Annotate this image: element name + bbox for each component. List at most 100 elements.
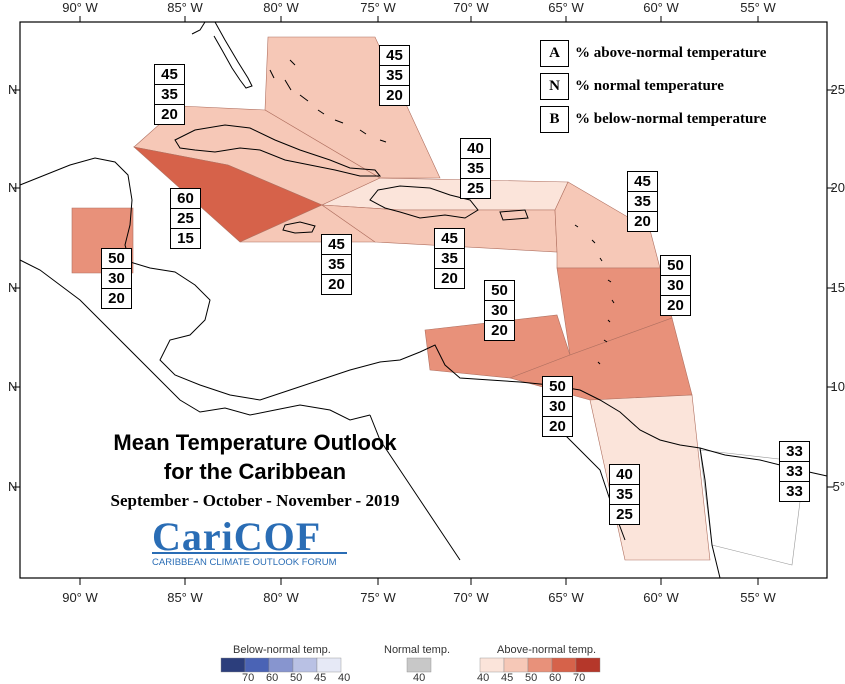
prob-box-leeward: 45 35 20 [627, 171, 658, 232]
prob-above: 45 [441, 230, 458, 247]
lat-label-left: N [8, 280, 17, 295]
prob-above: 40 [616, 466, 633, 483]
prob-above: 45 [634, 173, 651, 190]
colorbar-above-tick: 50 [525, 672, 538, 684]
lon-label-top: 55° W [740, 0, 776, 15]
key-letter-box: N [540, 73, 569, 100]
lon-label-top: 90° W [62, 0, 98, 15]
lat-label-right: 5° [833, 479, 845, 494]
prob-normal: 35 [155, 84, 184, 104]
lon-label-bottom: 60° W [643, 590, 679, 605]
category-key: A % above-normal temperature N % normal … [540, 40, 766, 139]
colorbar-below-label: Below-normal temp. [233, 644, 331, 656]
prob-below: 20 [661, 295, 690, 315]
colorbar-above-swatch [503, 657, 529, 673]
hispaniola-coast [369, 185, 479, 219]
prob-above: 45 [328, 236, 345, 253]
prob-box-cuba: 45 35 20 [154, 64, 185, 125]
prob-normal: 33 [780, 461, 809, 481]
prob-below: 20 [155, 104, 184, 124]
lon-label-top: 85° W [167, 0, 203, 15]
colorbar [220, 657, 601, 673]
prob-below: 20 [380, 85, 409, 105]
prob-above: 60 [177, 190, 194, 207]
prob-above: 40 [467, 140, 484, 157]
colorbar-normal-label: Normal temp. [384, 644, 451, 656]
prob-below: 20 [102, 288, 131, 308]
lon-label-bottom: 85° W [167, 590, 203, 605]
colorbar-below-tick: 45 [314, 672, 327, 684]
caricof-logo-subtext: CARIBBEAN CLIMATE OUTLOOK FORUM [152, 557, 337, 568]
pacific-coast [19, 259, 371, 421]
colorbar-below-swatch [316, 657, 342, 673]
key-letter-box: B [540, 106, 569, 133]
map-title: Mean Temperature Outlook for the Caribbe… [65, 428, 445, 486]
caricof-logo: CariCOF [152, 514, 322, 559]
lon-label-bottom: 70° W [453, 590, 489, 605]
prob-below: 20 [485, 320, 514, 340]
prob-box-hispaniola-north: 40 35 25 [460, 138, 491, 199]
prob-below: 20 [322, 274, 351, 294]
colorbar-above-swatch [551, 657, 577, 673]
lat-label-left: N [8, 479, 17, 494]
lat-label-left: N [8, 379, 17, 394]
prob-below: 33 [780, 481, 809, 501]
colorbar-above-swatch [479, 657, 505, 673]
lat-label-left: N [8, 180, 17, 195]
prob-below: 20 [628, 211, 657, 231]
lon-label-bottom: 80° W [263, 590, 299, 605]
colorbar-normal-swatch [406, 657, 432, 673]
prob-box-jamaica: 45 35 20 [321, 234, 352, 295]
key-row-above: A % above-normal temperature [540, 40, 766, 67]
title-line-2: for the Caribbean [163, 459, 347, 484]
map-period: September - October - November - 2019 [110, 491, 400, 510]
colorbar-below-swatch [220, 657, 246, 673]
colorbar-below-swatch [244, 657, 270, 673]
prob-box-cayman: 60 25 15 [170, 188, 201, 249]
prob-above: 50 [667, 257, 684, 274]
lon-label-top: 75° W [360, 0, 396, 15]
lon-label-bottom: 75° W [360, 590, 396, 605]
key-row-below: B % below-normal temperature [540, 106, 766, 133]
lat-label-right: 20 [831, 180, 845, 195]
colorbar-below-tick: 60 [266, 672, 279, 684]
key-text: % above-normal temperature [575, 45, 767, 61]
prob-box-hispaniola-south: 45 35 20 [434, 228, 465, 289]
prob-below: 25 [610, 504, 639, 524]
colorbar-above-swatch [575, 657, 601, 673]
prob-below: 15 [171, 228, 200, 248]
prob-normal: 35 [461, 158, 490, 178]
lon-label-bottom: 90° W [62, 590, 98, 605]
prob-above: 45 [386, 47, 403, 64]
prob-box-abc: 50 30 20 [484, 280, 515, 341]
lat-label-right: 15 [831, 280, 845, 295]
prob-box-french-guiana: 33 33 33 [779, 441, 810, 502]
prob-above: 33 [786, 443, 803, 460]
colorbar-below-swatch [292, 657, 318, 673]
colorbar-above-tick: 70 [573, 672, 586, 684]
prob-below: 20 [435, 268, 464, 288]
prob-normal: 30 [485, 300, 514, 320]
key-letter-box: A [540, 40, 569, 67]
colorbar-below-tick: 70 [242, 672, 255, 684]
colorbar-above-tick: 45 [501, 672, 514, 684]
prob-below: 25 [461, 178, 490, 198]
prob-normal: 25 [171, 208, 200, 228]
lat-label-left: N [8, 82, 17, 97]
puerto-rico-coast [499, 209, 529, 221]
prob-above: 45 [161, 66, 178, 83]
prob-normal: 35 [435, 248, 464, 268]
prob-normal: 30 [661, 275, 690, 295]
colorbar-above-tick: 60 [549, 672, 562, 684]
central-america-coast [19, 157, 828, 477]
lon-label-top: 80° W [263, 0, 299, 15]
lon-label-top: 70° W [453, 0, 489, 15]
prob-normal: 35 [322, 254, 351, 274]
lon-label-bottom: 55° W [740, 590, 776, 605]
region-french-guiana [699, 449, 806, 566]
prob-box-windward: 50 30 20 [660, 255, 691, 316]
lon-label-top: 65° W [548, 0, 584, 15]
cuba-coast [174, 124, 382, 177]
region-bahamas [264, 36, 441, 179]
